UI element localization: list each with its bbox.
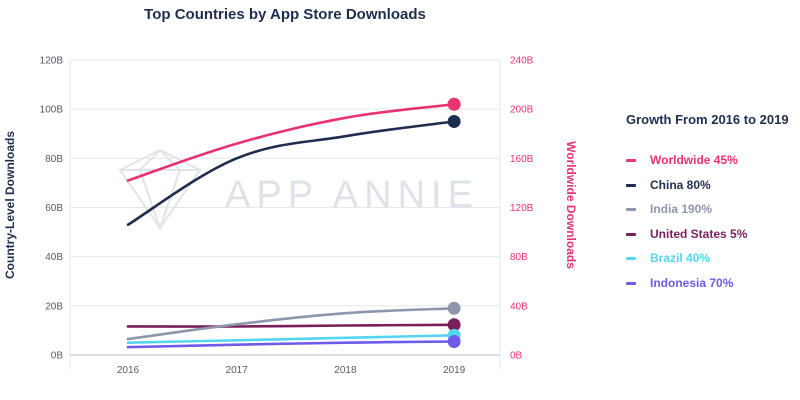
end-marker-india [447,301,461,315]
series-indonesia [126,334,461,349]
end-marker-china [447,114,461,128]
series-line-india [126,307,456,341]
series-line-indonesia [126,340,456,349]
left-axis-ticks: 0B 20B 40B 60B 80B 100B 120B [40,56,64,362]
series-india [126,301,461,341]
end-marker-united-states [447,318,461,332]
right-tick-label: 0B [510,351,523,362]
series-worldwide [126,97,461,182]
legend-label: Indonesia 70% [650,275,734,290]
end-marker-worldwide [447,97,461,111]
legend-item-china: China 80% [604,178,794,203]
right-tick-label: 120B [510,203,534,214]
right-tick-label: 240B [510,56,534,67]
legend: Growth From 2016 to 2019 Worldwide 45% Ch… [604,112,794,300]
left-tick-label: 20B [45,301,63,312]
left-axis-title: Country-Level Downloads [3,131,17,279]
left-tick-label: 80B [45,154,63,165]
watermark-text: APP ANNIE [225,174,479,216]
left-tick-label: 100B [40,105,64,116]
legend-swatch [626,183,636,187]
watermark: APP ANNIE [118,148,479,232]
left-tick-label: 120B [40,56,64,67]
legend-swatch [626,281,636,285]
legend-swatch [626,208,636,211]
series-united-states [126,318,461,332]
series-line-china [126,120,456,227]
legend-label: Brazil 40% [650,251,711,265]
gridlines [69,59,501,370]
x-axis-ticks: 2016 2017 2018 2019 [117,365,466,376]
x-tick-label: 2017 [226,365,249,376]
right-axis-title: Worldwide Downloads [564,141,578,269]
right-tick-label: 200B [510,105,534,116]
end-marker-indonesia [447,334,461,348]
legend-item-india: India 190% [604,202,794,227]
legend-item-united-states: United States 5% [604,227,794,252]
series-line-worldwide [126,103,456,182]
left-tick-label: 40B [45,252,63,263]
legend-label: Worldwide 45% [650,153,738,167]
x-tick-label: 2016 [117,365,140,376]
right-axis-ticks: 0B 40B 80B 120B 160B 200B 240B [510,56,534,362]
legend-item-brazil: Brazil 40% [604,251,794,276]
legend-items: Worldwide 45% China 80% India 190% United S… [604,153,794,300]
series-layer [126,97,461,349]
series-china [126,114,461,227]
right-tick-label: 160B [510,154,534,165]
x-tick-label: 2018 [334,365,357,376]
legend-label: China 80% [650,177,711,192]
diamond-logo-icon [118,148,202,232]
series-line-united-states [126,323,456,328]
legend-item-indonesia: Indonesia 70% [604,276,794,301]
legend-swatch [626,257,636,260]
legend-label: India 190% [650,202,713,216]
right-tick-label: 40B [510,301,528,312]
right-tick-label: 80B [510,252,528,263]
legend-label: United States 5% [650,226,748,241]
legend-title: Growth From 2016 to 2019 [626,112,789,127]
chart-title: Top Countries by App Store Downloads [144,6,426,23]
legend-swatch [626,159,636,162]
legend-item-worldwide: Worldwide 45% [604,153,794,178]
series-line-brazil [126,334,456,345]
legend-swatch [626,232,636,236]
left-tick-label: 60B [45,203,63,214]
x-tick-label: 2019 [443,365,466,376]
left-tick-label: 0B [51,351,64,362]
